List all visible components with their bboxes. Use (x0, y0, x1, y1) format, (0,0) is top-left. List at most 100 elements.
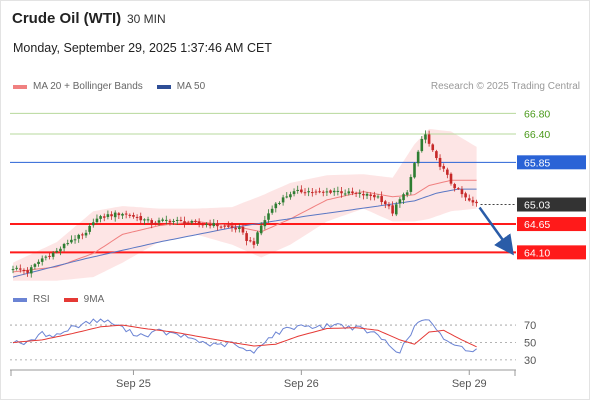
candle-body (449, 173, 453, 184)
instrument-title: Crude Oil (WTI) (12, 10, 122, 27)
candle-body (358, 192, 362, 194)
candle-body (431, 144, 435, 151)
candle (300, 185, 303, 194)
candle-body (391, 205, 394, 214)
candle (314, 189, 318, 196)
candle (274, 202, 278, 213)
level-65-85-label: 65.85 (524, 157, 550, 169)
candle (70, 235, 73, 244)
candle-body (132, 215, 135, 217)
candle-body (40, 258, 44, 262)
candle (340, 187, 343, 198)
datetime-label: Monday, September 29, 2025 1:37:46 AM CE… (13, 41, 272, 55)
candle (245, 230, 248, 246)
level-64-65-box (517, 217, 586, 232)
candle-body (285, 196, 289, 198)
candle (128, 213, 132, 219)
candle (427, 130, 431, 147)
candle-body (354, 192, 358, 194)
level-66-40-label: 66.40 (524, 129, 550, 141)
candle (453, 182, 456, 192)
x-tick-label: Sep 26 (284, 378, 319, 390)
interval-label[interactable]: 30 MIN (127, 12, 166, 26)
candle-body (256, 232, 259, 244)
candle (44, 255, 48, 261)
candle (416, 149, 420, 167)
candle-body (143, 219, 146, 221)
candle-body (19, 268, 22, 270)
candle (81, 232, 84, 240)
candle (230, 222, 234, 232)
candle-body (263, 220, 267, 227)
candle-body (351, 191, 354, 194)
candle-body (241, 226, 245, 233)
candle-body (154, 222, 157, 224)
credit-label: Research © 2025 Trading Central (430, 81, 580, 92)
candle (227, 221, 230, 229)
candle-body (471, 200, 475, 203)
candle-body (81, 234, 84, 236)
candle-body (267, 213, 270, 220)
candle-body (33, 264, 37, 267)
candle (446, 167, 449, 179)
candle (336, 186, 340, 196)
candle-body (413, 163, 416, 178)
candle-body (435, 151, 438, 159)
candle (373, 191, 376, 201)
rsi-tick-30: 30 (524, 355, 536, 367)
candle (201, 222, 205, 228)
candle-body (259, 225, 263, 234)
candle-body (373, 194, 376, 198)
candle (168, 218, 172, 226)
candle-body (157, 220, 161, 223)
candle (325, 187, 329, 197)
candle (296, 185, 299, 194)
candle-body (172, 220, 175, 222)
candle (208, 219, 212, 229)
candle (420, 135, 424, 153)
candle-body (106, 214, 110, 217)
candle-body (183, 221, 186, 224)
ma20-swatch (13, 84, 27, 89)
candle-body (150, 220, 153, 224)
candle (402, 192, 405, 204)
candle-body (307, 191, 310, 193)
candle-body (424, 134, 427, 140)
candle (132, 212, 135, 219)
candle (223, 224, 226, 230)
candle (311, 187, 314, 197)
candle (351, 187, 354, 196)
candle (40, 255, 44, 266)
candle-body (15, 267, 18, 269)
candle (263, 215, 267, 230)
candle (409, 174, 413, 195)
candle (391, 201, 394, 217)
candle-body (168, 220, 172, 223)
candle-body (329, 190, 332, 193)
candle (146, 216, 150, 223)
candle-body (186, 222, 190, 224)
candle (475, 199, 478, 207)
candle (150, 218, 153, 229)
candle (354, 191, 358, 197)
candle (88, 223, 91, 235)
candle (238, 223, 241, 233)
candle-body (475, 201, 478, 204)
candle (197, 218, 201, 228)
candle (398, 197, 402, 208)
candle (362, 190, 365, 200)
candle-body (205, 223, 208, 226)
candle (256, 230, 259, 246)
candle (394, 201, 398, 217)
ma50-swatch (156, 84, 171, 89)
candle-body (212, 223, 216, 226)
candle-body (208, 223, 212, 226)
candle-body (438, 157, 442, 167)
candle (190, 219, 194, 225)
candle-body (467, 198, 471, 201)
candle (48, 252, 51, 260)
candle-body (343, 193, 347, 195)
candle-body (26, 270, 29, 273)
candle (387, 201, 391, 210)
